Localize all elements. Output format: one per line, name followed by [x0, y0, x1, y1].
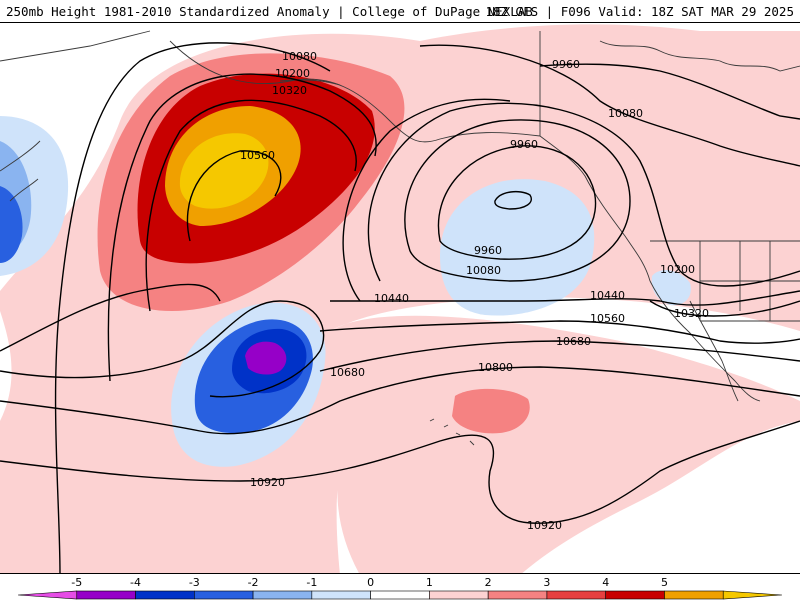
anomaly-negative-low-4	[245, 341, 287, 375]
contour-label: 10680	[556, 335, 591, 348]
anomaly-negative-west-3	[0, 186, 23, 263]
contour-10200-nw	[107, 73, 377, 382]
contour-label: 9960	[510, 138, 538, 151]
colorbar-tick-label: 5	[661, 576, 668, 589]
contour-label: 10680	[330, 366, 365, 379]
model-valid-time: 18Z GFS | F096 Valid: 18Z SAT MAR 29 202…	[485, 4, 794, 19]
contour-low-center	[494, 190, 532, 210]
contour-label: 10080	[282, 50, 317, 63]
colorbar-tick-label: -5	[71, 576, 82, 589]
contour-label: 10320	[272, 84, 307, 97]
map-panel: 10080 10200 10320 10560 9960 9960 10080 …	[0, 22, 800, 574]
colorbar-swatch	[194, 590, 254, 600]
colorbar-swatch	[252, 590, 313, 600]
colorbar-swatch	[370, 590, 430, 600]
colorbar-swatch	[546, 590, 606, 600]
contour-label: 10920	[250, 476, 285, 489]
coast-kamchatka	[0, 140, 41, 202]
anomaly-negative-ne-1	[440, 179, 595, 316]
header-bar: 250mb Height 1981-2010 Standardized Anom…	[0, 0, 800, 22]
contour-10560-nw	[186, 150, 282, 242]
contour-labels: 10080 10200 10320 10560 9960 9960 10080 …	[240, 50, 709, 532]
colorbar-swatches	[17, 590, 783, 600]
contour-10800	[0, 366, 800, 435]
contour-label: 10440	[590, 289, 625, 302]
contour-9960-low	[437, 145, 597, 260]
map-title: 250mb Height 1981-2010 Standardized Anom…	[6, 4, 533, 19]
coast-alaska	[169, 40, 541, 143]
coast-canada-pacific	[539, 135, 651, 282]
contour-label: 10200	[660, 263, 695, 276]
hawaiian-islands	[429, 418, 475, 446]
colorbar-swatch	[429, 590, 489, 600]
coast-canada-north	[599, 40, 800, 72]
contour-10320-nw	[145, 99, 357, 312]
contour-label: 10440	[374, 292, 409, 305]
contour-label: 10800	[478, 361, 513, 374]
colorbar-swatch	[76, 590, 136, 600]
contour-10440	[329, 290, 800, 306]
colorbar-ticks: -5 -4 -3 -2 -1 0 1 2 3 4 5	[71, 576, 668, 589]
anomaly-positive-2b	[452, 388, 530, 434]
colorbar-tick-label: -1	[306, 576, 317, 589]
coast-siberia	[0, 30, 151, 62]
colorbar-swatch	[605, 590, 665, 600]
colorbar-tick-label: 0	[367, 576, 374, 589]
anomaly-zero-band	[330, 297, 800, 401]
anomaly-positive-5	[179, 133, 269, 209]
contour-label: 10920	[527, 519, 562, 532]
contour-10080-ne	[419, 44, 800, 167]
colorbar-tick-label: -2	[248, 576, 259, 589]
state-borders	[699, 241, 800, 321]
contour-label: 10560	[240, 149, 275, 162]
contour-label: 9960	[552, 58, 580, 71]
anomaly-positive-pacific	[600, 31, 800, 74]
contour-label: 10080	[466, 264, 501, 277]
colorbar-swatch	[17, 590, 78, 600]
coast-baja	[689, 300, 739, 402]
colorbar-tick-label: -4	[130, 576, 141, 589]
contour-10680	[0, 300, 800, 398]
contour-10440-w	[0, 283, 221, 352]
colorbar-swatch	[135, 590, 195, 600]
colorbar-swatch	[722, 590, 783, 600]
contour-10200-low	[367, 102, 800, 287]
anomaly-negative-ca	[651, 270, 691, 306]
height-contours	[0, 42, 800, 573]
colorbar-tick-label: 1	[426, 576, 433, 589]
contour-label: 9960	[474, 244, 502, 257]
aleutian-islands	[279, 79, 341, 86]
coastlines	[0, 30, 800, 446]
contour-label: 10560	[590, 312, 625, 325]
colorbar-tick-label: 4	[602, 576, 609, 589]
contour-10320-low	[342, 98, 800, 317]
contour-label: 10320	[674, 307, 709, 320]
colorbar-swatch	[664, 590, 724, 600]
colorbar-tick-label: 3	[543, 576, 550, 589]
contour-label: 10200	[275, 67, 310, 80]
anomaly-shading	[0, 24, 800, 573]
coast-california	[649, 280, 761, 402]
contour-10080-nw	[54, 42, 331, 573]
contour-label: 10080	[608, 107, 643, 120]
anomaly-colorbar: -5 -4 -3 -2 -1 0 1 2 3 4 5	[0, 574, 800, 600]
contour-10560	[319, 320, 800, 344]
colorbar-swatch	[487, 590, 548, 600]
colorbar-swatch	[311, 590, 371, 600]
contour-9960-ne	[539, 63, 800, 120]
contour-10080-low	[404, 119, 631, 282]
contour-10920	[0, 420, 800, 524]
colorbar-tick-label: 2	[485, 576, 492, 589]
colorbar-tick-label: -3	[189, 576, 200, 589]
